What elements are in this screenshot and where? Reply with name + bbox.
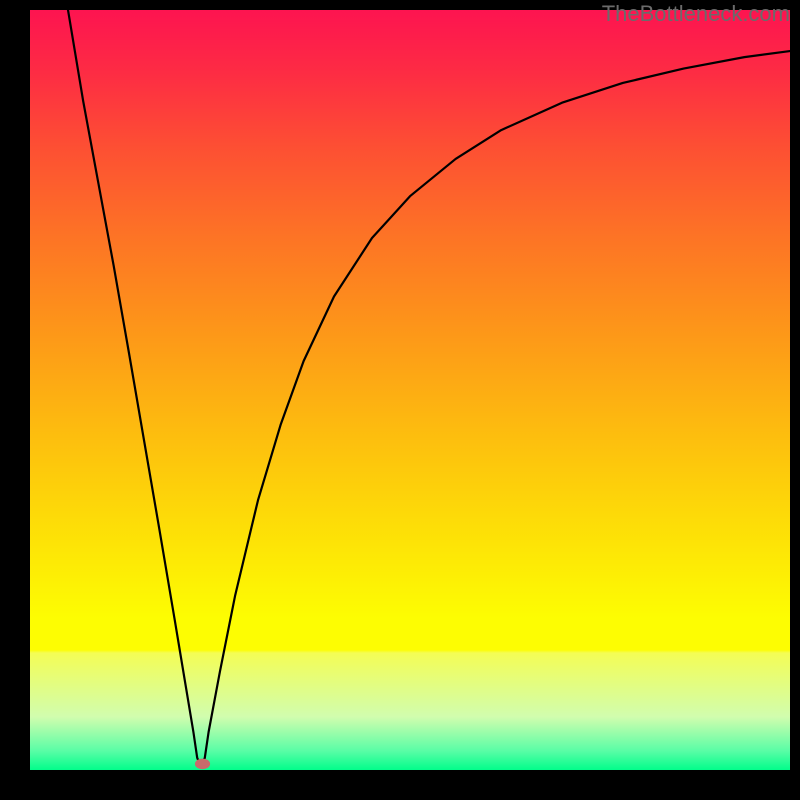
watermark-text: TheBottleneck.com <box>602 1 790 27</box>
plot-area <box>30 10 790 770</box>
minimum-marker <box>195 759 210 770</box>
plot-svg <box>30 10 790 770</box>
gradient-background <box>30 10 790 770</box>
